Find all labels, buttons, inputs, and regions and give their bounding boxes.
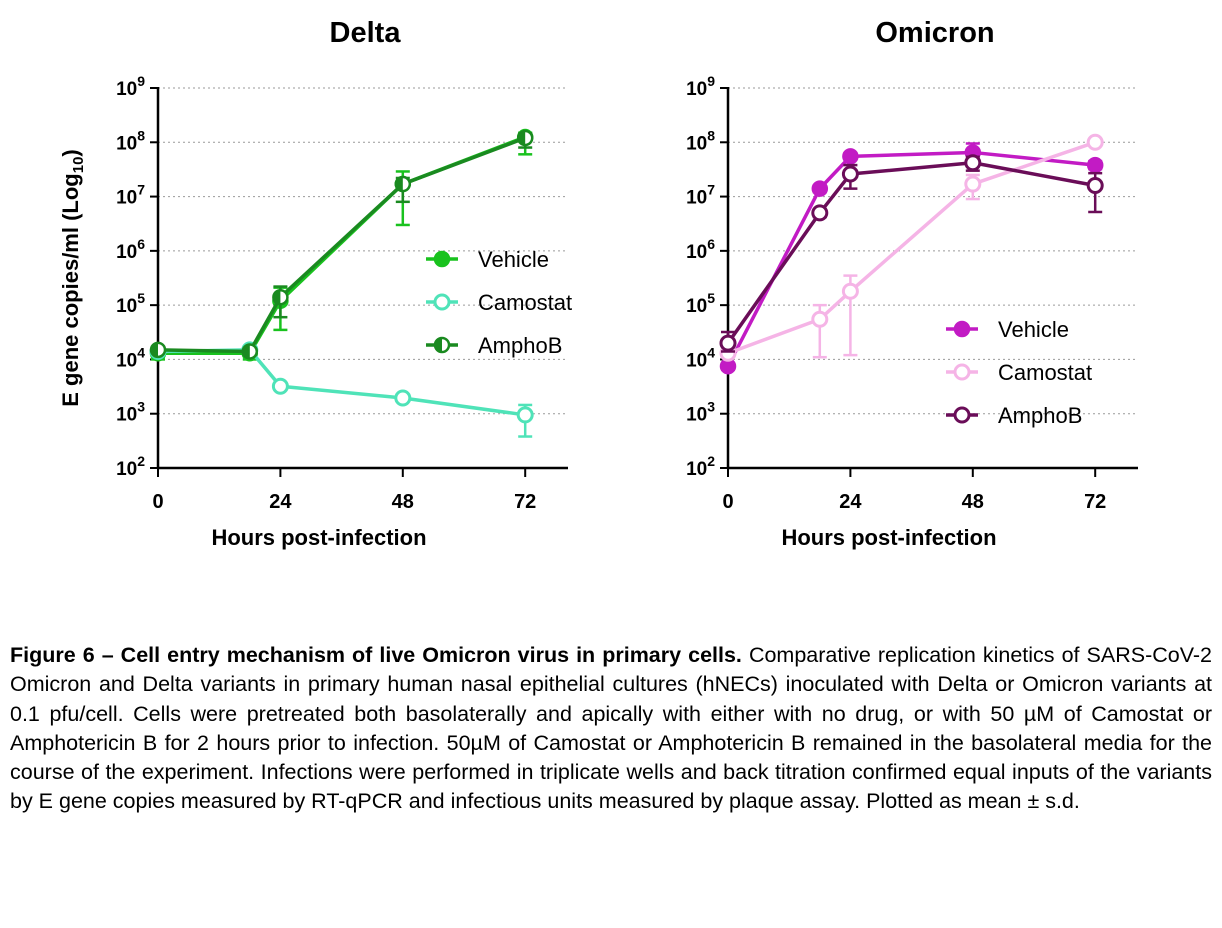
- y-tick-label: 109: [116, 73, 145, 100]
- figure-6-charts: Delta 102 103 104 105 106 107 108 109 0 24 48 72 Hour…: [58, 17, 1138, 550]
- y-tick-label: 106: [116, 236, 145, 263]
- chart-panel-delta: Delta 102 103 104 105 106 107 108 109 0 24 48 72 Hour…: [58, 17, 572, 550]
- y-tick-label: 104: [116, 344, 145, 371]
- x-tick-label: 24: [839, 491, 862, 513]
- y-tick-label: 109: [686, 73, 715, 100]
- y-tick-label: 107: [686, 182, 715, 209]
- x-tick-label: 72: [514, 491, 536, 513]
- series-amphob: [719, 154, 1104, 353]
- legend-entry-vehicle: Vehicle: [426, 247, 549, 272]
- legend-marker: [953, 320, 971, 338]
- data-point: [842, 148, 859, 165]
- data-point-fill: [273, 290, 281, 305]
- data-point-fill: [395, 177, 403, 192]
- y-tick-label: 105: [116, 290, 145, 317]
- x-tick-label: 24: [269, 491, 292, 513]
- data-point-fill: [518, 130, 526, 145]
- legend-label: Vehicle: [478, 247, 549, 272]
- y-tick-label: 104: [686, 344, 715, 371]
- series-amphob: [149, 129, 534, 360]
- legend-marker: [433, 250, 451, 268]
- legend-marker-fill: [435, 338, 442, 352]
- y-tick-label: 108: [686, 127, 715, 154]
- data-point: [841, 165, 859, 183]
- chart-title: Delta: [330, 17, 402, 49]
- y-tick-label: 107: [116, 182, 145, 209]
- legend-entry-vehicle: Vehicle: [946, 317, 1069, 342]
- figure-caption-lead: Figure 6 – Cell entry mechanism of live …: [10, 643, 742, 667]
- y-axis-label: E gene copies/ml (Log10): [58, 149, 87, 407]
- series-vehicle: [149, 128, 534, 362]
- legend-label: Vehicle: [998, 317, 1069, 342]
- x-tick-label: 0: [722, 491, 733, 513]
- legend-marker: [953, 406, 971, 424]
- x-tick-label: 48: [962, 491, 984, 513]
- y-tick-label: 103: [116, 399, 145, 426]
- data-point: [1086, 156, 1104, 174]
- data-point: [394, 389, 412, 407]
- legend-label: Camostat: [998, 360, 1092, 385]
- y-tick-label: 105: [686, 290, 715, 317]
- legend-label: Camostat: [478, 290, 572, 315]
- y-tick-label: 102: [116, 453, 145, 480]
- data-point: [964, 175, 982, 193]
- legend-marker: [953, 363, 971, 381]
- data-point: [271, 377, 289, 395]
- series-line: [158, 135, 526, 355]
- series-vehicle: [719, 142, 1104, 375]
- data-point: [811, 310, 829, 328]
- legend-entry-amphob: AmphoB: [946, 403, 1082, 428]
- data-point: [964, 154, 982, 172]
- legend-entry-camostat: Camostat: [946, 360, 1092, 385]
- y-tick-label: 103: [686, 399, 715, 426]
- y-tick-label: 102: [686, 453, 715, 480]
- y-tick-label: 106: [686, 236, 715, 263]
- legend-marker: [433, 293, 451, 311]
- data-point: [811, 204, 829, 222]
- data-point-fill: [242, 344, 250, 359]
- figure-caption: Figure 6 – Cell entry mechanism of live …: [10, 641, 1212, 817]
- data-point: [516, 406, 534, 424]
- data-point: [1086, 133, 1104, 151]
- legend-entry-camostat: Camostat: [426, 290, 572, 315]
- legend-entry-amphob: AmphoB: [426, 333, 562, 358]
- x-tick-label: 48: [392, 491, 414, 513]
- series-camostat: [149, 341, 534, 438]
- x-tick-label: 72: [1084, 491, 1106, 513]
- legend-label: AmphoB: [478, 333, 562, 358]
- chart-panel-omicron: Omicron 102 103 104 105 106 107 108 109 0 24 48 72 Ho…: [686, 17, 1138, 550]
- x-axis-label: Hours post-infection: [781, 525, 996, 550]
- figure-caption-body: Comparative replication kinetics of SARS…: [10, 643, 1212, 814]
- data-point: [719, 334, 737, 352]
- data-point: [1086, 176, 1104, 194]
- y-tick-label: 108: [116, 127, 145, 154]
- x-tick-label: 0: [152, 491, 163, 513]
- x-axis-label: Hours post-infection: [211, 525, 426, 550]
- data-point-fill: [151, 342, 158, 357]
- data-point: [811, 180, 829, 197]
- chart-title: Omicron: [875, 17, 994, 49]
- legend-label: AmphoB: [998, 403, 1082, 428]
- data-point: [841, 282, 859, 300]
